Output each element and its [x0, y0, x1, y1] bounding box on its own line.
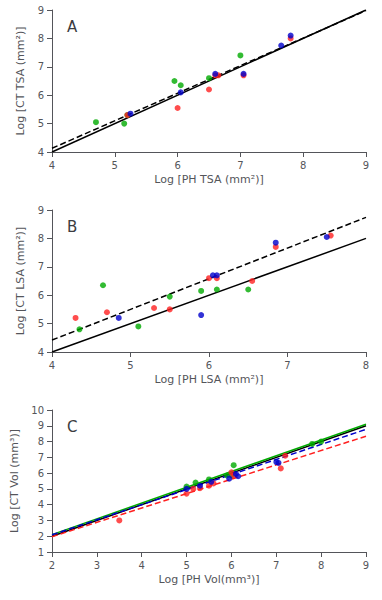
- svg-text:7: 7: [38, 261, 44, 272]
- svg-text:8: 8: [38, 436, 44, 447]
- svg-text:Log [PH TSA (mm²)]: Log [PH TSA (mm²)]: [154, 173, 263, 186]
- svg-text:Log [PH LSA (mm²)]: Log [PH LSA (mm²)]: [155, 373, 264, 386]
- svg-text:C: C: [67, 418, 77, 436]
- svg-text:8: 8: [38, 233, 44, 244]
- svg-text:8: 8: [318, 560, 324, 571]
- svg-text:9: 9: [38, 420, 44, 431]
- svg-text:5: 5: [38, 118, 44, 129]
- svg-text:9: 9: [38, 5, 44, 16]
- svg-text:10: 10: [31, 405, 44, 416]
- svg-text:6: 6: [38, 468, 44, 479]
- svg-text:3: 3: [38, 515, 44, 526]
- svg-text:9: 9: [38, 205, 44, 216]
- svg-text:4: 4: [49, 160, 55, 171]
- svg-text:1: 1: [38, 547, 44, 558]
- svg-text:7: 7: [38, 61, 44, 72]
- svg-text:5: 5: [112, 160, 118, 171]
- svg-text:A: A: [67, 18, 78, 36]
- svg-text:7: 7: [237, 160, 243, 171]
- svg-text:2: 2: [49, 560, 55, 571]
- svg-text:5: 5: [183, 560, 189, 571]
- svg-text:B: B: [67, 218, 77, 236]
- svg-text:6: 6: [174, 160, 180, 171]
- svg-text:6: 6: [228, 560, 234, 571]
- svg-text:Log [PH Vol(mm³)]: Log [PH Vol(mm³)]: [158, 573, 259, 586]
- svg-text:9: 9: [363, 160, 369, 171]
- svg-text:6: 6: [38, 290, 44, 301]
- svg-text:5: 5: [127, 360, 133, 371]
- svg-text:4: 4: [38, 347, 44, 358]
- svg-text:7: 7: [38, 452, 44, 463]
- svg-text:Log [CT LSA (mm²)]: Log [CT LSA (mm²)]: [14, 227, 27, 335]
- svg-text:Log [CT Vol (mm³)]: Log [CT Vol (mm³)]: [8, 429, 21, 533]
- svg-text:4: 4: [139, 560, 145, 571]
- svg-text:9: 9: [363, 560, 369, 571]
- svg-text:8: 8: [300, 160, 306, 171]
- svg-text:4: 4: [49, 360, 55, 371]
- svg-text:8: 8: [363, 360, 369, 371]
- svg-text:Log [CT TSA (mm²)]: Log [CT TSA (mm²)]: [14, 27, 27, 136]
- svg-text:4: 4: [38, 147, 44, 158]
- svg-text:6: 6: [206, 360, 212, 371]
- svg-text:7: 7: [273, 560, 279, 571]
- svg-text:5: 5: [38, 483, 44, 494]
- svg-text:7: 7: [284, 360, 290, 371]
- svg-text:5: 5: [38, 318, 44, 329]
- svg-text:8: 8: [38, 33, 44, 44]
- svg-text:6: 6: [38, 90, 44, 101]
- svg-text:2: 2: [38, 531, 44, 542]
- svg-text:3: 3: [94, 560, 100, 571]
- svg-text:4: 4: [38, 499, 44, 510]
